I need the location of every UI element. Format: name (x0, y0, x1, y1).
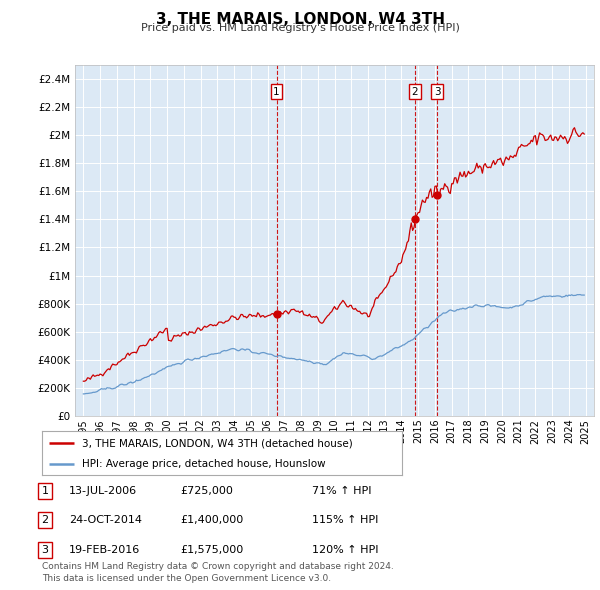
Text: 13-JUL-2006: 13-JUL-2006 (69, 486, 137, 496)
Text: 3: 3 (41, 545, 49, 555)
Text: £1,575,000: £1,575,000 (180, 545, 243, 555)
Text: 2: 2 (41, 516, 49, 525)
Text: 19-FEB-2016: 19-FEB-2016 (69, 545, 140, 555)
Text: 3, THE MARAIS, LONDON, W4 3TH: 3, THE MARAIS, LONDON, W4 3TH (155, 12, 445, 27)
Text: Contains HM Land Registry data © Crown copyright and database right 2024.
This d: Contains HM Land Registry data © Crown c… (42, 562, 394, 583)
Text: 2: 2 (412, 87, 418, 97)
Text: HPI: Average price, detached house, Hounslow: HPI: Average price, detached house, Houn… (82, 459, 325, 469)
Text: 1: 1 (273, 87, 280, 97)
Text: 3, THE MARAIS, LONDON, W4 3TH (detached house): 3, THE MARAIS, LONDON, W4 3TH (detached … (82, 438, 352, 448)
Text: £1,400,000: £1,400,000 (180, 516, 243, 525)
Text: 71% ↑ HPI: 71% ↑ HPI (312, 486, 371, 496)
Text: 3: 3 (434, 87, 440, 97)
Text: 120% ↑ HPI: 120% ↑ HPI (312, 545, 379, 555)
Text: 115% ↑ HPI: 115% ↑ HPI (312, 516, 379, 525)
Text: £725,000: £725,000 (180, 486, 233, 496)
Text: 1: 1 (41, 486, 49, 496)
Text: 24-OCT-2014: 24-OCT-2014 (69, 516, 142, 525)
Text: Price paid vs. HM Land Registry's House Price Index (HPI): Price paid vs. HM Land Registry's House … (140, 23, 460, 33)
